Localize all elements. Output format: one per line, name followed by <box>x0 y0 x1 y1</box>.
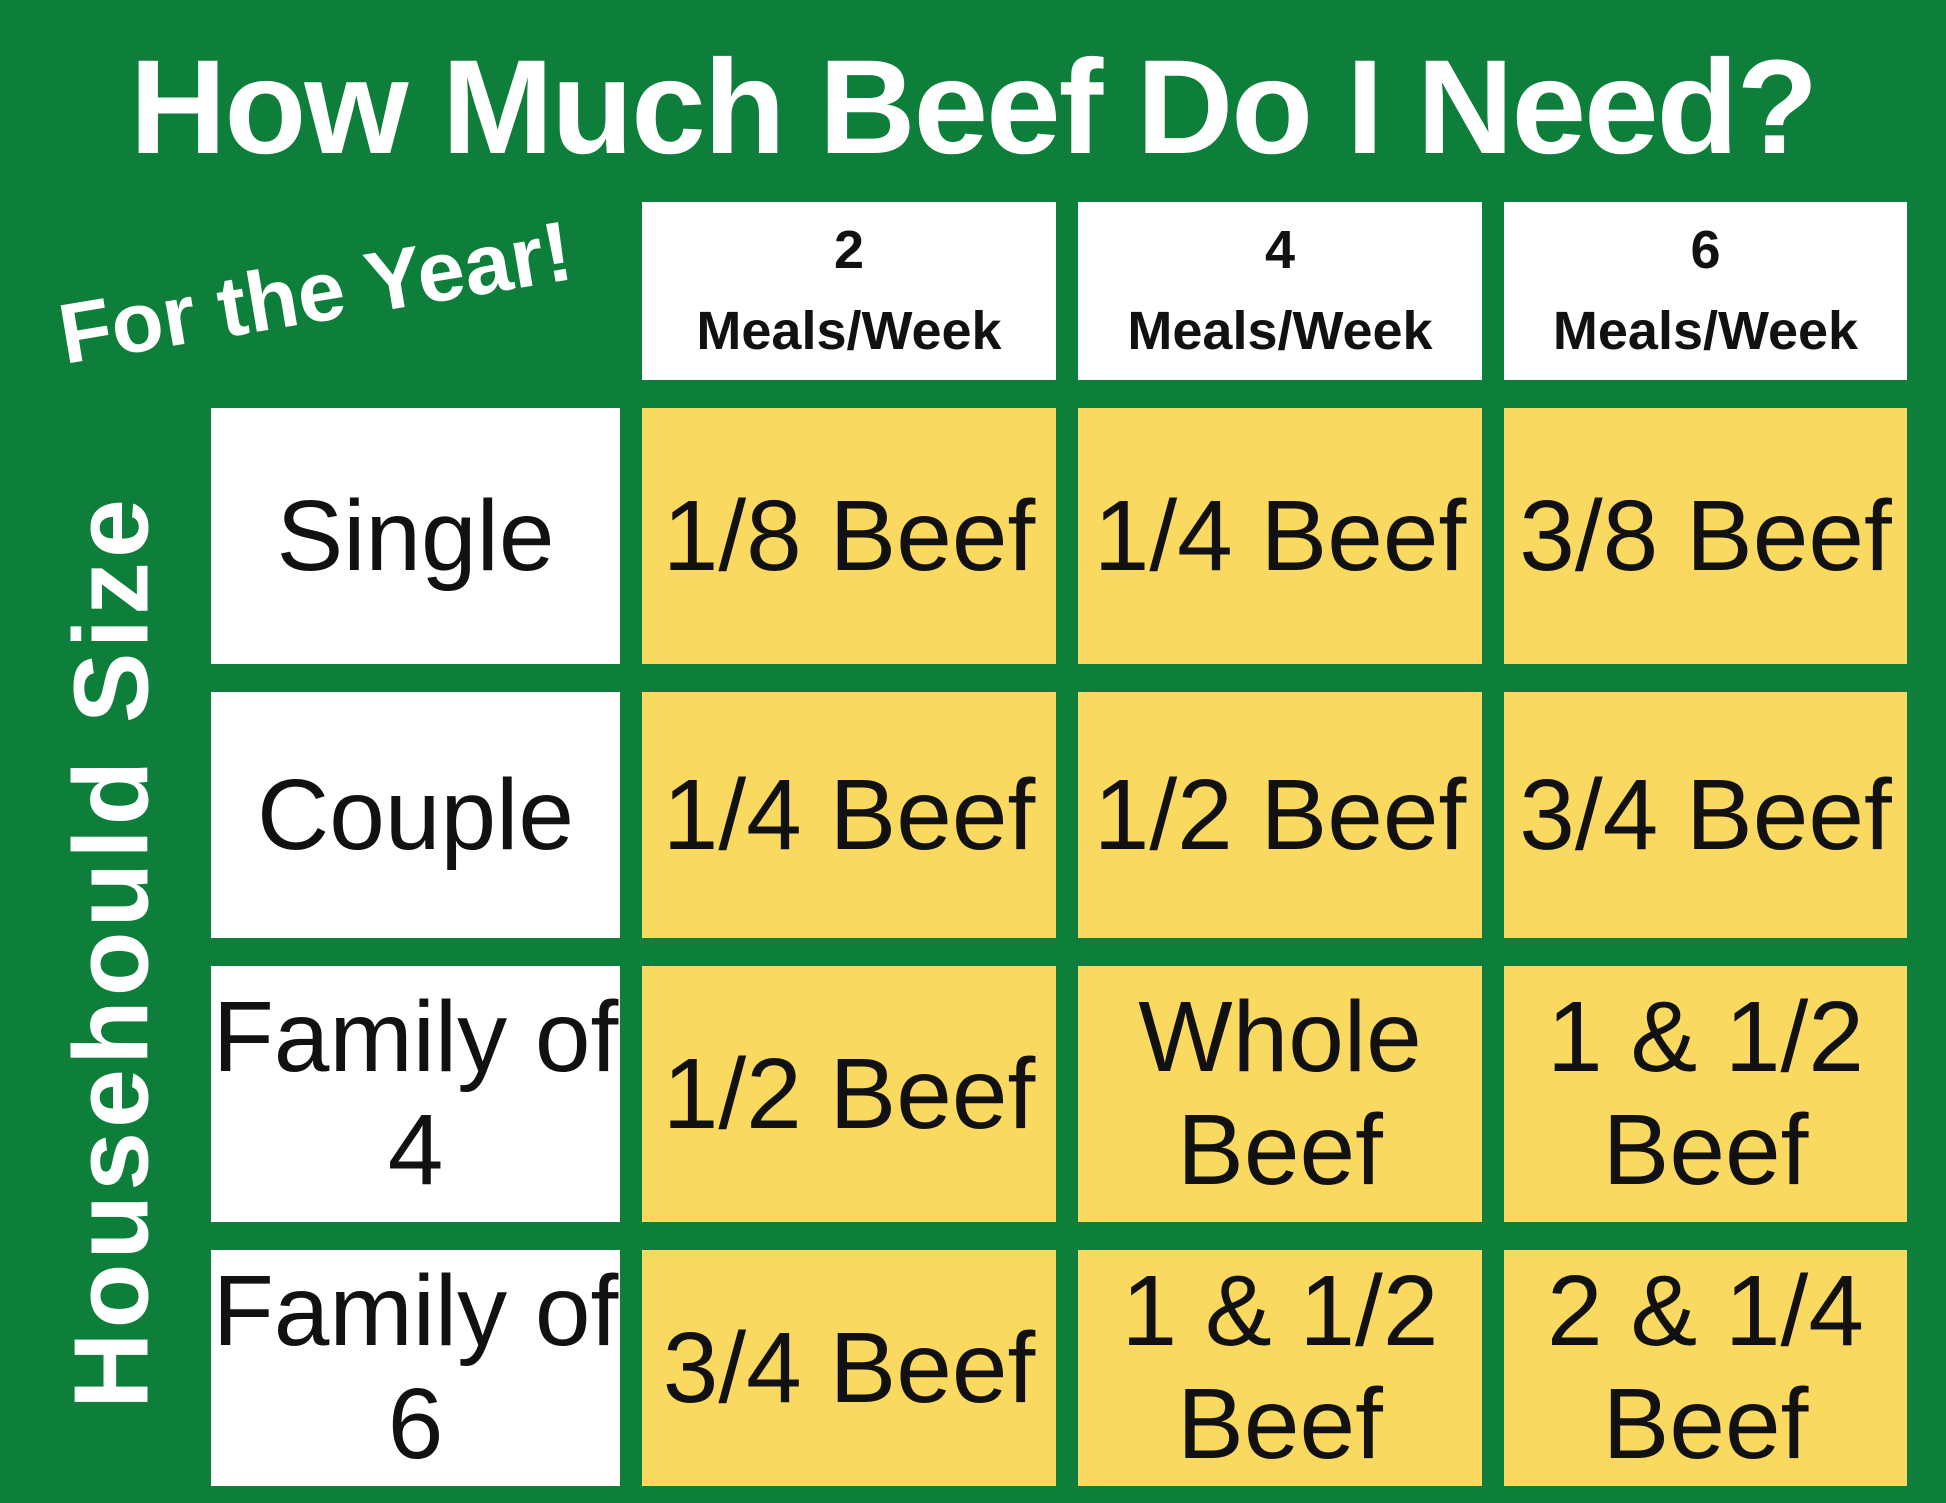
row-label-family-of-6: Family of 6 <box>211 1250 620 1486</box>
table-cell-couple-6meals: 3/4 Beef <box>1504 692 1907 938</box>
table-cell-single-2meals: 1/8 Beef <box>642 408 1056 664</box>
column-header-6-meals-week: 6 Meals/Week <box>1504 202 1907 380</box>
row-label-single: Single <box>211 408 620 664</box>
table-cell-family4-6meals: 1 & 1/2 Beef <box>1504 966 1907 1222</box>
table-cell-family4-4meals: Whole Beef <box>1078 966 1482 1222</box>
column-header-count: 4 <box>1264 220 1296 280</box>
column-header-unit: Meals/Week <box>1127 301 1433 361</box>
column-header-4-meals-week: 4 Meals/Week <box>1078 202 1482 380</box>
column-header-2-meals-week: 2 Meals/Week <box>642 202 1056 380</box>
table-cell-family6-4meals: 1 & 1/2 Beef <box>1078 1250 1482 1486</box>
page-title: How Much Beef Do I Need? <box>129 33 1819 182</box>
column-header-unit: Meals/Week <box>696 301 1002 361</box>
table-cell-family4-2meals: 1/2 Beef <box>642 966 1056 1222</box>
row-label-couple: Couple <box>211 692 620 938</box>
table-cell-family6-6meals: 2 & 1/4 Beef <box>1504 1250 1907 1486</box>
beef-amount-table: 2 Meals/Week 4 Meals/Week 6 Meals/Week S… <box>211 202 1907 1486</box>
table-cell-single-6meals: 3/8 Beef <box>1504 408 1907 664</box>
table-cell-couple-2meals: 1/4 Beef <box>642 692 1056 938</box>
column-header-unit: Meals/Week <box>1552 301 1859 361</box>
household-size-axis-label: Househould Size <box>52 495 171 1409</box>
table-cell-single-4meals: 1/4 Beef <box>1078 408 1482 664</box>
table-cell-family6-2meals: 3/4 Beef <box>642 1250 1056 1486</box>
table-corner-spacer <box>211 202 620 380</box>
column-header-count: 2 <box>833 220 865 280</box>
column-header-count: 6 <box>1690 220 1721 280</box>
row-label-family-of-4: Family of 4 <box>211 966 620 1222</box>
table-cell-couple-4meals: 1/2 Beef <box>1078 692 1482 938</box>
